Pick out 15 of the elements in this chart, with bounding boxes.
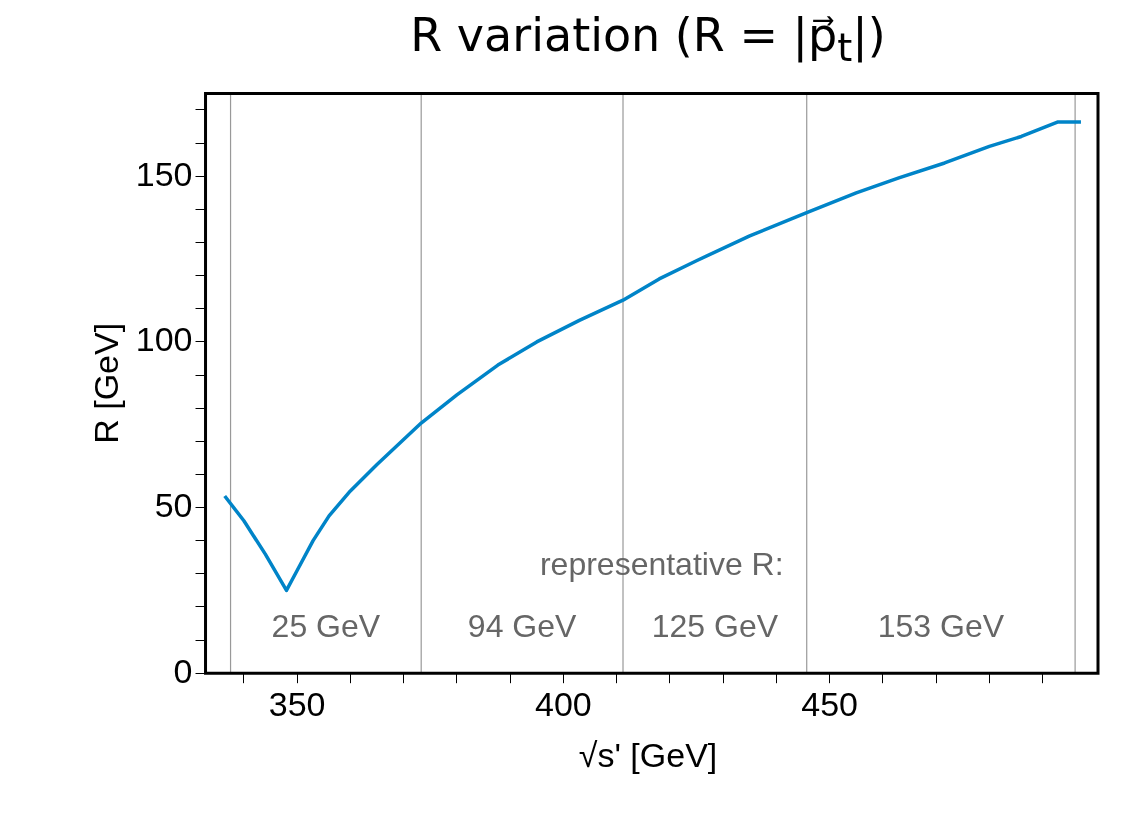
y-tick-label: 50 [154, 485, 193, 524]
annotation: 125 GeV [651, 608, 779, 645]
x-tick-label: 400 [535, 684, 592, 723]
chart-title: R variation (R = |p⃗$_{t}$|) [409, 8, 887, 71]
annotation: representative R: [539, 546, 784, 583]
y-axis-title: R [GeV] [86, 322, 125, 444]
y-tick-label: 100 [135, 320, 193, 359]
annotation: 153 GeV [877, 608, 1005, 645]
annotation: 25 GeV [271, 608, 381, 645]
y-tick-label: 0 [173, 651, 193, 690]
x-axis-title: √s' [GeV] [577, 736, 719, 775]
x-tick-label: 450 [801, 684, 858, 723]
y-tick-label: 150 [135, 154, 193, 193]
annotation: 94 GeV [467, 608, 578, 645]
x-tick-label: 350 [268, 684, 326, 723]
